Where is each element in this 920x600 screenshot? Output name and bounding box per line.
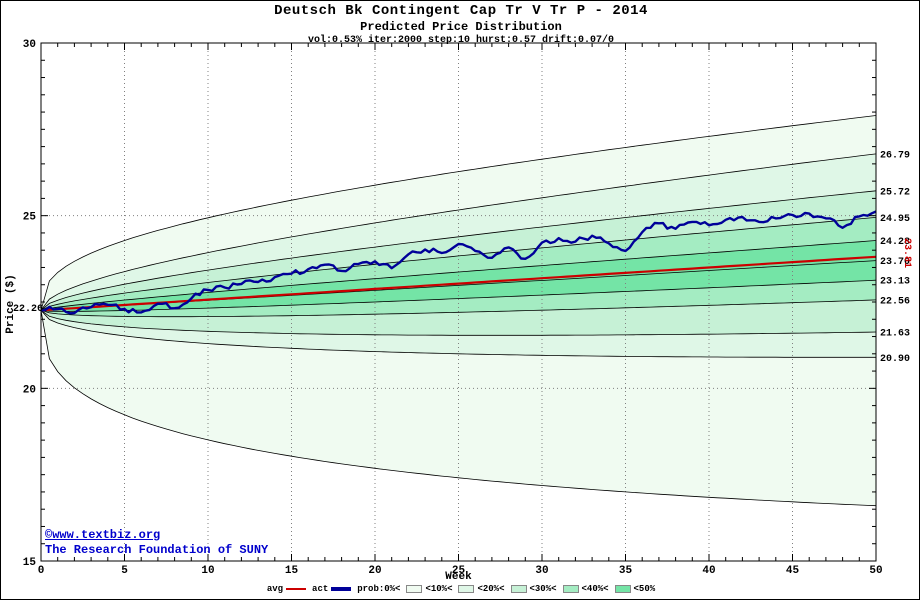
- copyright-link[interactable]: ©www.textbiz.org: [45, 528, 161, 542]
- chart-title: Deutsch Bk Contingent Cap Tr V Tr P - 20…: [274, 3, 648, 19]
- legend-swatch: [614, 585, 631, 593]
- legend-swatch: [458, 585, 475, 593]
- x-tick-label: 45: [786, 565, 800, 577]
- band-curve-lower-<40%: [40, 299, 877, 318]
- x-tick-label: 15: [285, 565, 299, 577]
- legend-swatch: [406, 585, 423, 593]
- legend-item-20: <20%<: [458, 584, 505, 594]
- avg-line: [40, 255, 877, 312]
- y-tick-label: 15: [23, 557, 37, 569]
- band-curve-upper-<10%: [40, 115, 877, 311]
- right-axis-label: 26.79: [880, 150, 910, 161]
- legend: avg act prob:0%< <10%< <20%< <30%< <40%< <50%: [1, 584, 919, 594]
- avg-end-label: 23.81: [901, 237, 912, 268]
- legend-line-sample: [331, 587, 352, 591]
- x-tick-label: 35: [619, 565, 633, 577]
- band-curve-lower-<30%: [40, 309, 877, 336]
- start-price-label: 22.26: [13, 304, 44, 315]
- right-axis-label: 22.56: [880, 296, 910, 307]
- right-axis-label: 25.72: [880, 187, 910, 198]
- band-curve-lower-<20%: [40, 310, 876, 358]
- x-tick-label: 40: [702, 565, 715, 577]
- right-axis-label: 23.13: [880, 277, 910, 288]
- legend-item-avg: avg: [266, 584, 307, 594]
- x-tick-label: 20: [368, 565, 381, 577]
- band-curve-upper-<30%: [40, 190, 877, 311]
- legend-label: <20%<: [477, 584, 505, 594]
- x-tick-label: 10: [201, 565, 214, 577]
- chart-subtitle: Predicted Price Distribution: [360, 20, 562, 34]
- legend-swatch: [562, 585, 579, 593]
- chart-params: vol:0.53% iter:2000 step:10 hurst:0.57 d…: [307, 35, 615, 46]
- legend-item-30: <30%<: [510, 584, 557, 594]
- legend-label: act: [312, 584, 329, 594]
- legend-item-10: <10%<: [406, 584, 452, 594]
- band-curve-upper-<20%: [40, 153, 877, 311]
- copyright-org: The Research Foundation of SUNY: [45, 543, 269, 557]
- legend-line-sample: [286, 588, 307, 590]
- right-axis-label: 21.63: [880, 329, 910, 340]
- x-tick-label: 0: [38, 565, 45, 577]
- copyright-block: ©www.textbiz.org The Research Foundation…: [45, 528, 268, 558]
- right-axis-label: 23.70: [880, 257, 910, 268]
- actual-line: [40, 210, 877, 315]
- legend-label: <30%<: [529, 584, 557, 594]
- band-curve-lower-<10%: [40, 310, 877, 507]
- legend-label: <50%: [633, 584, 656, 594]
- band-curve-upper-<50%: [40, 240, 877, 311]
- legend-label: <10%<: [425, 584, 453, 594]
- x-axis-title: Week: [445, 571, 472, 583]
- legend-item-act: act: [312, 584, 352, 594]
- legend-label: <40%<: [581, 584, 609, 594]
- y-tick-label: 30: [23, 39, 36, 51]
- band-curve-upper-<40%: [40, 217, 877, 311]
- legend-label: prob:0%<: [357, 584, 401, 594]
- x-tick-label: 25: [452, 565, 466, 577]
- x-tick-label: 5: [121, 565, 128, 577]
- legend-item-40: <40%<: [562, 584, 609, 594]
- legend-label: avg: [266, 584, 284, 594]
- x-tick-label: 30: [535, 565, 548, 577]
- x-tick-label: 50: [869, 565, 882, 577]
- right-axis-label: 24.28: [880, 237, 910, 248]
- right-axis-label: 20.90: [880, 354, 910, 365]
- title-block: Deutsch Bk Contingent Cap Tr V Tr P - 20…: [1, 3, 919, 46]
- y-tick-label: 20: [23, 384, 36, 396]
- right-axis-label: 24.95: [880, 214, 910, 225]
- legend-item-50: <50%: [614, 584, 656, 594]
- legend-swatch: [510, 585, 527, 593]
- y-tick-label: 25: [23, 212, 37, 224]
- band-curve-lower-<50%: [40, 279, 877, 312]
- legend-item-prob0: prob:0%<: [357, 584, 400, 594]
